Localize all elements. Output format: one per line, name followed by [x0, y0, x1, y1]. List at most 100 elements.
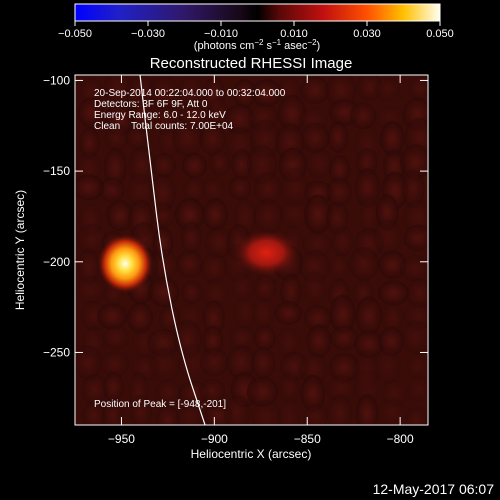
texture-blob: [125, 125, 150, 150]
texture-blob: [199, 122, 226, 156]
texture-blob: [97, 303, 128, 330]
texture-blob: [233, 78, 257, 108]
texture-blob: [228, 175, 252, 200]
texture-blob: [202, 198, 229, 231]
texture-blob: [306, 324, 332, 358]
texture-blob: [233, 295, 257, 329]
texture-blob: [405, 406, 427, 425]
texture-blob: [100, 350, 130, 377]
texture-blob: [152, 152, 176, 178]
annotation-energy-range: Energy Range: 6.0 - 12.0 keV: [94, 110, 226, 121]
texture-blob: [406, 278, 428, 309]
colorbar-tick-label: 0.030: [353, 28, 381, 40]
texture-blob: [403, 224, 428, 251]
solar-limb-curve: [139, 75, 206, 425]
x-tick-label: −950: [108, 432, 135, 446]
annotation-time-range: 20-Sep-2014 00:22:04.000 to 00:32:04.000: [94, 88, 286, 99]
colorbar-tick-label: −0.030: [131, 28, 165, 40]
texture-blob: [374, 76, 401, 101]
texture-blob: [280, 273, 302, 310]
y-tick-label: −150: [43, 164, 70, 178]
texture-blob: [348, 246, 380, 281]
annotation-clean-counts: Clean Total counts: 7.00E+04: [94, 121, 234, 132]
texture-blob: [350, 102, 377, 130]
texture-blob: [380, 120, 405, 157]
texture-blob: [303, 305, 332, 332]
texture-blob: [209, 149, 231, 176]
texture-blob: [130, 395, 153, 425]
texture-blob: [382, 301, 404, 335]
texture-blob: [354, 168, 381, 208]
texture-blob: [251, 346, 276, 379]
texture-blob: [373, 219, 403, 256]
axis-ticks: −950 −900 −850 −800 −100 −150 −200 −250: [43, 73, 428, 446]
texture-blob: [77, 248, 100, 285]
texture-blob: [355, 394, 379, 425]
texture-blob: [276, 326, 301, 358]
texture-blob: [353, 369, 381, 406]
texture-blob: [374, 346, 402, 384]
x-axis-label: Heliocentric X (arcsec): [191, 447, 312, 461]
colorbar-unit-label: (photons cm−2 s−1 asec−2): [194, 38, 320, 52]
texture-blob: [277, 397, 301, 425]
texture-blob: [400, 320, 428, 354]
texture-blob: [131, 95, 153, 134]
texture-blob: [226, 344, 256, 380]
texture-blob: [75, 151, 103, 184]
y-tick-label: −100: [43, 73, 70, 87]
texture-blob: [326, 394, 353, 425]
plot-area: −950 −900 −850 −800 −100 −150 −200 −250: [43, 73, 429, 446]
emission-sources: [97, 228, 301, 294]
texture-blob: [224, 103, 256, 135]
texture-blob: [253, 172, 283, 206]
y-tick-label: −250: [43, 345, 70, 359]
texture-blob: [253, 198, 284, 235]
texture-blob: [201, 176, 226, 203]
texture-blob: [304, 194, 332, 234]
texture-blob: [155, 405, 180, 425]
observation-annotations: 20-Sep-2014 00:22:04.000 to 00:32:04.000…: [94, 88, 286, 410]
texture-blob: [149, 173, 176, 213]
texture-blob: [102, 397, 123, 425]
texture-blob: [253, 274, 277, 303]
texture-blob: [154, 379, 182, 406]
texture-blob: [103, 147, 127, 188]
annotation-detectors: Detectors: 3F 6F 9F, Att 0: [94, 99, 208, 110]
texture-blob: [253, 325, 276, 351]
texture-blob: [172, 120, 204, 157]
texture-blob: [280, 199, 310, 229]
texture-blob: [330, 226, 354, 257]
texture-blob: [329, 294, 356, 335]
texture-blob: [178, 343, 210, 384]
texture-blob: [225, 126, 255, 160]
texture-blob: [182, 177, 206, 203]
texture-blob: [306, 148, 333, 179]
texture-blob: [99, 177, 125, 203]
texture-blob: [231, 149, 253, 181]
texture-blob: [181, 152, 208, 179]
colorbar-tick-label: −0.010: [204, 28, 238, 40]
texture-blob: [199, 347, 229, 377]
texture-blob: [378, 250, 408, 279]
texture-blob: [224, 394, 251, 425]
texture-blob: [328, 253, 350, 281]
texture-blob: [299, 76, 331, 104]
texture-blob: [355, 148, 378, 177]
colorbar-tick-label: 0.050: [426, 28, 454, 40]
texture-blob: [229, 325, 255, 351]
x-tick-label: −850: [294, 432, 321, 446]
texture-blob: [103, 75, 133, 107]
texture-blob: [330, 325, 359, 351]
texture-blob: [281, 167, 309, 207]
annotation-peak-position: Position of Peak = [-948,-201]: [94, 399, 226, 410]
texture-blob: [75, 275, 106, 304]
x-tick-label: −900: [201, 432, 228, 446]
datestamp: 12-May-2017 06:07: [373, 481, 495, 497]
texture-blob: [103, 324, 129, 350]
texture-blob: [358, 196, 380, 235]
texture-blob: [246, 376, 279, 408]
colorbar-gradient: [74, 3, 441, 22]
texture-blob: [251, 79, 283, 107]
texture-blob: [181, 280, 203, 305]
